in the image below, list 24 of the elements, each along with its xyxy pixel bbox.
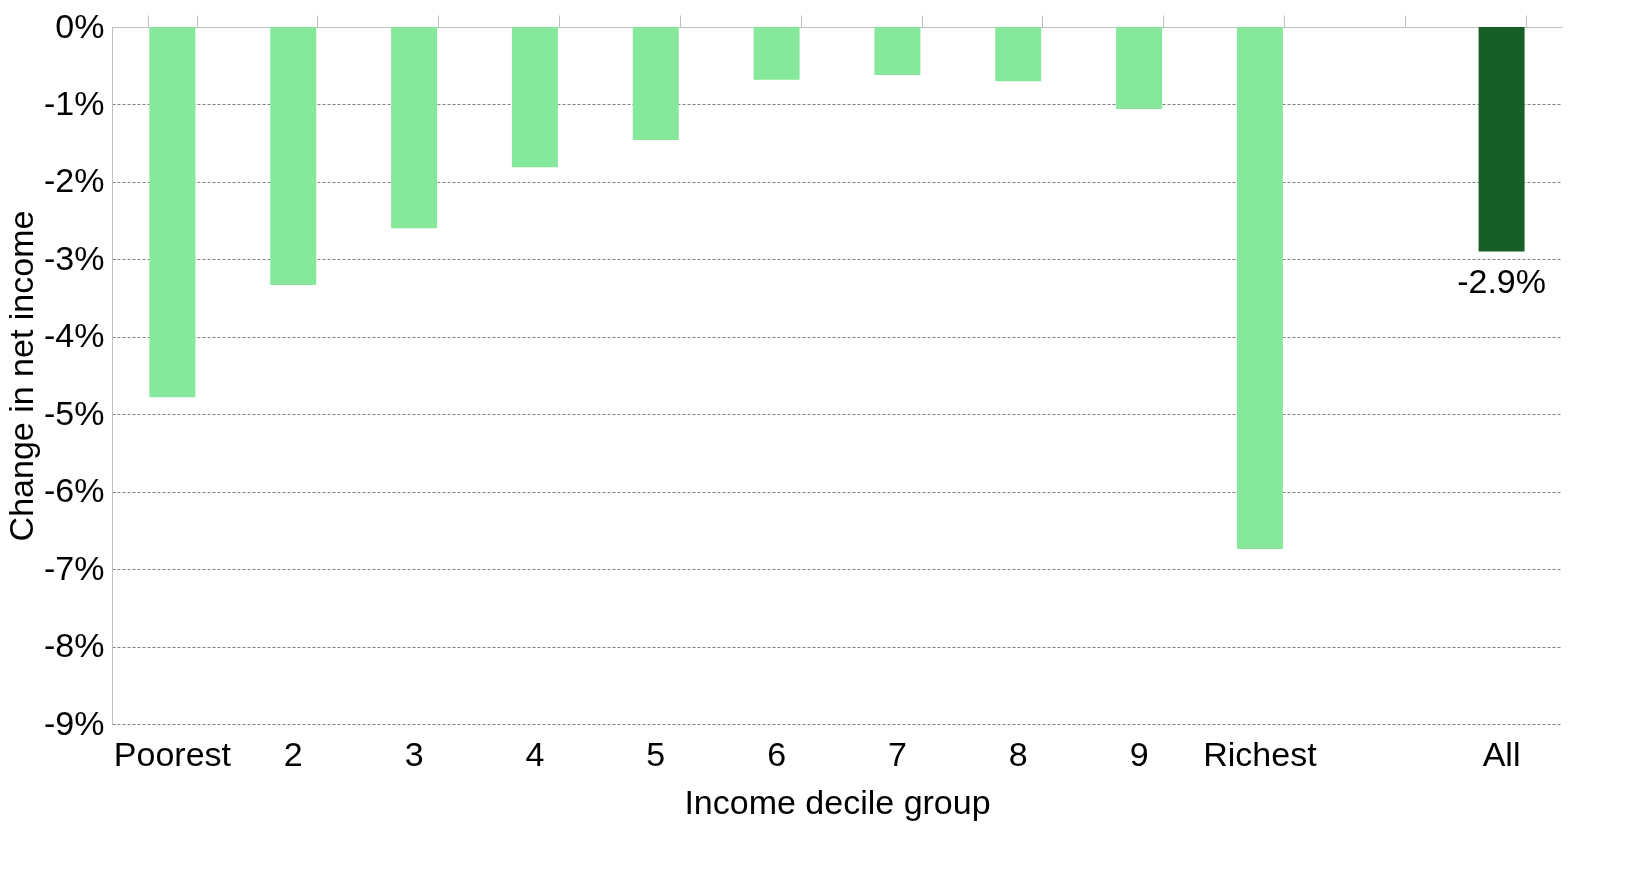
- data-label: -2.9%: [1457, 261, 1546, 300]
- x-tick-label: 7: [887, 734, 907, 773]
- y-axis-title: Change in net income: [2, 210, 41, 542]
- x-tick-label: 2: [283, 734, 303, 773]
- x-tick-label: 5: [646, 734, 666, 773]
- y-tick-label: -7%: [44, 548, 105, 587]
- y-tick-label: -5%: [44, 393, 105, 432]
- y-tick-label: -1%: [44, 83, 105, 122]
- x-tick-label: 8: [1008, 734, 1028, 773]
- x-tick-label: 6: [767, 734, 787, 773]
- y-tick-label: -9%: [44, 703, 105, 742]
- x-tick-label: All: [1482, 734, 1521, 773]
- y-tick-label: 0%: [55, 6, 105, 45]
- x-axis-title: Income decile group: [684, 782, 991, 821]
- x-tick-label: 9: [1129, 734, 1149, 773]
- x-tick-label: 3: [404, 734, 424, 773]
- y-tick-label: -4%: [44, 316, 105, 355]
- x-tick-label: 4: [525, 734, 545, 773]
- y-tick-label: -2%: [44, 161, 105, 200]
- y-tick-label: -3%: [44, 238, 105, 277]
- y-tick-label: -8%: [44, 626, 105, 665]
- y-tick-label: -6%: [44, 471, 105, 510]
- x-tick-label: Richest: [1203, 734, 1318, 773]
- x-tick-label: Poorest: [113, 734, 232, 773]
